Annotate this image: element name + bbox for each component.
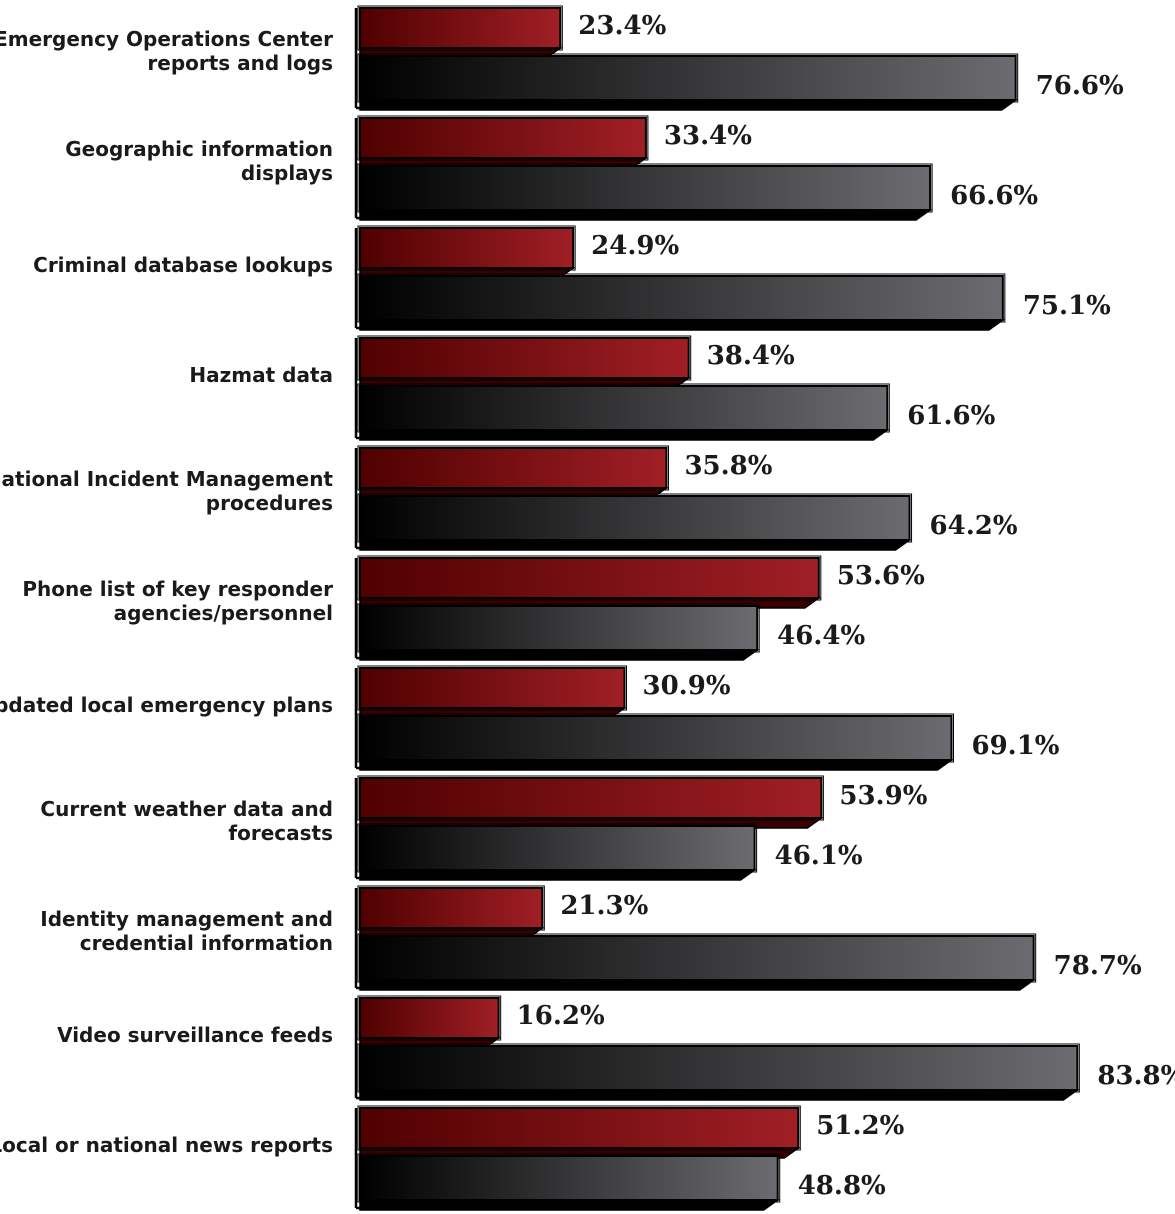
red-value-label: 30.9% (643, 671, 731, 701)
gray-bar (359, 825, 756, 871)
category-label: reports and logs (147, 51, 333, 75)
gray-bar (359, 605, 759, 651)
category-group (354, 995, 1080, 1101)
red-bar-outline (357, 5, 563, 51)
category-label: Phone list of key responder (22, 577, 333, 601)
category-label: Emergency Operations Center (0, 27, 333, 51)
red-bar-outline (357, 885, 545, 931)
red-bar (359, 227, 575, 269)
red-value-label: 16.2% (517, 1001, 605, 1031)
red-bar-outline (357, 445, 669, 491)
category-label: procedures (206, 491, 333, 515)
category-label: National Incident Management (0, 467, 333, 491)
gray-bar-outline (357, 383, 890, 433)
red-value-label: 53.6% (837, 561, 925, 591)
red-bar (359, 337, 690, 379)
red-bar (359, 777, 823, 819)
gray-bar-outline (357, 1043, 1080, 1093)
category-label: Hazmat data (189, 363, 333, 387)
red-bar (359, 7, 562, 49)
category-group (354, 885, 1037, 991)
gray-bar (359, 1045, 1079, 1091)
category-group (354, 665, 954, 771)
category-label: displays (241, 161, 333, 185)
gray-bar-outline (357, 713, 954, 763)
gray-value-label: 76.6% (1036, 71, 1124, 101)
gray-bar (359, 1155, 779, 1201)
category-group (354, 5, 1019, 111)
category-group (354, 775, 824, 881)
gray-value-label: 75.1% (1023, 291, 1111, 321)
gray-bar-outline (357, 933, 1037, 983)
red-value-label: 38.4% (707, 341, 795, 371)
gray-bar-outline (357, 273, 1006, 323)
red-bar (359, 447, 668, 489)
category-group (354, 555, 822, 661)
red-value-label: 35.8% (684, 451, 772, 481)
red-bar-outline (357, 225, 576, 271)
category-label: forecasts (228, 821, 333, 845)
labels-layer: 23.4% 76.6% Emergency Operations Centerrep… (0, 11, 1175, 1201)
red-value-label: 51.2% (816, 1111, 904, 1141)
gray-value-label: 83.8% (1097, 1061, 1175, 1091)
red-value-label: 33.4% (664, 121, 752, 151)
red-value-label: 53.9% (839, 781, 927, 811)
category-group (354, 335, 890, 441)
category-group (354, 225, 1006, 331)
gray-value-label: 48.8% (798, 1171, 886, 1201)
red-value-label: 24.9% (591, 231, 679, 261)
red-bar-outline (357, 995, 502, 1041)
red-bar (359, 887, 544, 929)
red-bar-outline (357, 665, 628, 711)
gray-bar (359, 715, 953, 761)
red-bar-outline (357, 1105, 801, 1151)
red-bar (359, 997, 500, 1039)
gray-bar-outline (357, 1153, 781, 1203)
category-label: credential information (80, 931, 333, 955)
red-bar-outline (357, 115, 649, 161)
gray-value-label: 69.1% (971, 731, 1059, 761)
category-group (354, 445, 913, 551)
gray-bar (359, 935, 1035, 981)
red-bar-outline (357, 775, 824, 821)
category-label: Local or national news reports (0, 1133, 333, 1157)
category-group (354, 115, 933, 221)
category-label: Current weather data and (40, 797, 333, 821)
gray-bar (359, 165, 932, 211)
gray-value-label: 78.7% (1054, 951, 1142, 981)
gray-bar-outline (357, 493, 913, 543)
gray-value-label: 61.6% (907, 401, 995, 431)
category-label: agencies/personnel (114, 601, 333, 625)
red-bar (359, 667, 626, 709)
gray-bar-outline (357, 823, 758, 873)
gray-value-label: 46.1% (775, 841, 863, 871)
category-label: Geographic information (65, 137, 333, 161)
gray-bar (359, 275, 1004, 321)
gray-value-label: 64.2% (930, 511, 1018, 541)
gray-bar-outline (357, 603, 760, 653)
bars-layer (354, 5, 1080, 1211)
gray-bar-outline (357, 53, 1019, 103)
gray-bar (359, 385, 889, 431)
red-bar-outline (357, 335, 692, 381)
red-bar (359, 557, 820, 599)
gray-bar (359, 495, 911, 541)
category-label: Identity management and (40, 907, 333, 931)
red-bar (359, 117, 647, 159)
category-label: Updated local emergency plans (0, 693, 333, 717)
category-group (354, 1105, 801, 1211)
red-value-label: 23.4% (578, 11, 666, 41)
category-label: Video surveillance feeds (57, 1023, 333, 1047)
gray-value-label: 46.4% (777, 621, 865, 651)
gray-value-label: 66.6% (950, 181, 1038, 211)
red-bar (359, 1107, 800, 1149)
red-value-label: 21.3% (560, 891, 648, 921)
category-label: Criminal database lookups (33, 253, 333, 277)
red-bar-outline (357, 555, 822, 601)
gray-bar (359, 55, 1017, 101)
gray-bar-outline (357, 163, 933, 213)
